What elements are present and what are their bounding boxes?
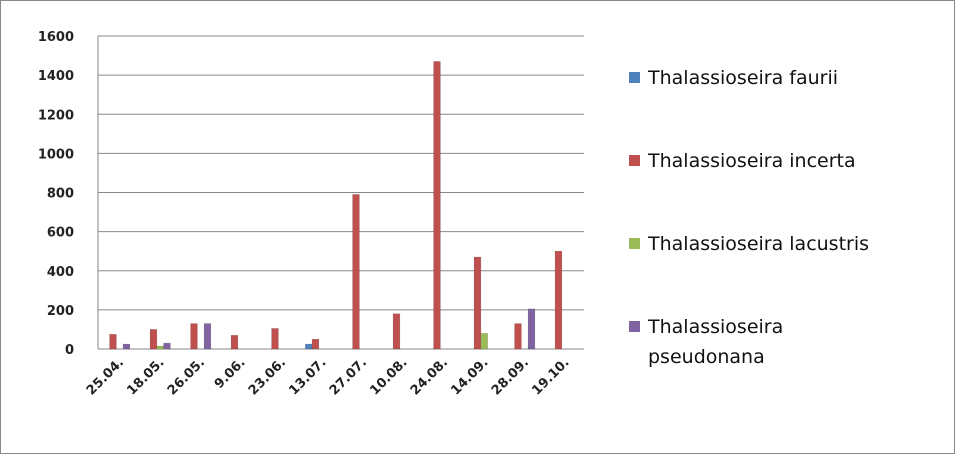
x-tick-label: 19.10. <box>529 355 572 398</box>
legend-item: Thalassioseira incerta <box>629 146 949 229</box>
legend-item: Thalassioseira lacustris <box>629 229 949 312</box>
x-tick-label: 23.06. <box>246 355 289 398</box>
bar <box>305 343 313 350</box>
legend-label: Thalassioseira faurii <box>648 67 839 89</box>
y-tick-label: 1200 <box>38 108 74 123</box>
bar <box>554 250 563 350</box>
legend-swatch <box>629 321 640 332</box>
legend-label: Thalassioseira pseudonana <box>648 316 784 368</box>
legend-item: Thalassioseira faurii <box>629 63 949 146</box>
bar <box>352 194 360 350</box>
bar <box>190 323 198 350</box>
x-tick-label: 24.08. <box>408 355 451 398</box>
x-tick-label: 26.05. <box>165 355 208 398</box>
x-tick-label: 25.04. <box>84 355 127 398</box>
x-tick-label: 18.05. <box>124 355 167 398</box>
bar <box>433 61 441 350</box>
bar <box>163 342 171 350</box>
legend-swatch <box>629 238 640 249</box>
bar <box>271 328 279 350</box>
legend: Thalassioseira faurii Thalassioseira ince… <box>629 63 949 395</box>
bar <box>109 334 117 350</box>
x-tick-label: 28.09. <box>489 355 532 398</box>
y-tick-label: 800 <box>47 187 74 202</box>
chart: 0 200 400 600 800 1000 1200 1400 1600 25.04.18.05… <box>38 30 584 398</box>
bar <box>149 329 158 350</box>
x-tick-label: 13.07. <box>286 355 329 398</box>
bar <box>230 335 239 350</box>
legend-swatch <box>629 72 640 83</box>
legend-swatch <box>629 155 640 166</box>
y-tick-label: 1400 <box>38 69 74 84</box>
legend-item: Thalassioseira pseudonana <box>629 312 949 395</box>
bar <box>311 338 320 350</box>
bar <box>156 345 164 350</box>
bar <box>473 256 482 350</box>
bar <box>122 343 131 350</box>
x-tick-label: 14.09. <box>448 355 491 398</box>
y-tick-label: 0 <box>65 343 74 358</box>
y-tick-label: 400 <box>47 265 74 280</box>
legend-label: Thalassioseira incerta <box>648 150 856 172</box>
y-tick-label: 600 <box>47 226 74 241</box>
bar <box>480 333 488 350</box>
bar <box>203 323 212 350</box>
x-tick-label: 10.08. <box>367 355 410 398</box>
bar <box>514 323 522 350</box>
y-tick-label: 1000 <box>38 147 74 162</box>
bar <box>392 313 401 350</box>
bar <box>527 308 536 350</box>
y-tick-label: 200 <box>47 304 74 319</box>
x-tick-label: 27.07. <box>327 355 370 398</box>
y-tick-label: 1600 <box>38 30 74 45</box>
legend-label: Thalassioseira lacustris <box>648 233 870 255</box>
x-tick-label: 9.06. <box>212 355 249 392</box>
